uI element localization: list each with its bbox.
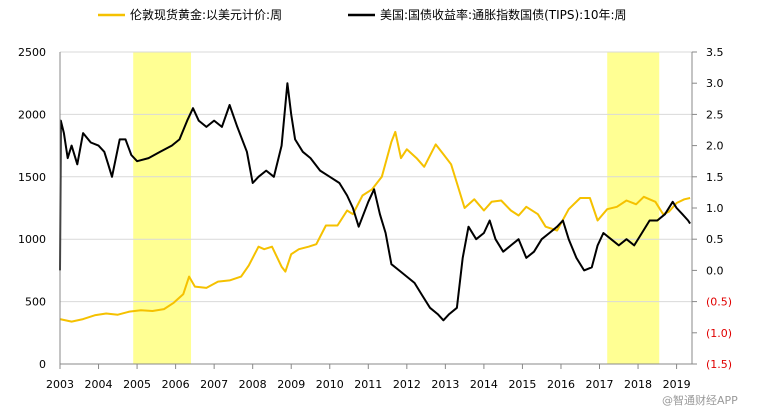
legend-label-tips: 美国:国债收益率:通胀指数国债(TIPS):10年:周: [380, 7, 627, 22]
y-left-tick-label: 0: [39, 358, 46, 371]
x-tick-label: 2015: [508, 378, 536, 391]
y-right-tick-label: 0.5: [706, 233, 724, 246]
y-right-tick-label: 2.0: [706, 140, 724, 153]
y-right-tick-label: 1.0: [706, 202, 724, 215]
x-tick-label: 2006: [162, 378, 190, 391]
series-layer: [59, 82, 691, 323]
legend: 伦敦现货黄金:以美元计价:周 美国:国债收益率:通胀指数国债(TIPS):10年…: [98, 7, 627, 22]
x-tick-label: 2017: [586, 378, 614, 391]
y-right-tick-label: 1.5: [706, 171, 724, 184]
shaded-period-0: [133, 52, 192, 364]
series-line-gold: [59, 130, 691, 323]
legend-label-gold: 伦敦现货黄金:以美元计价:周: [130, 7, 282, 22]
y-right-tick-label: (1.5): [706, 358, 732, 371]
x-tick-label: 2014: [470, 378, 498, 391]
x-tick-label: 2004: [85, 378, 113, 391]
series-line-tips: [59, 82, 691, 322]
y-right-tick-label: 3.5: [706, 46, 724, 59]
x-tick-label: 2009: [277, 378, 305, 391]
x-tick-label: 2010: [316, 378, 344, 391]
y-left-tick-label: 1000: [18, 233, 46, 246]
y-right-tick-label: 3.0: [706, 77, 724, 90]
x-tick-label: 2005: [123, 378, 151, 391]
x-tick-label: 2016: [547, 378, 575, 391]
y-right-tick-label: (1.0): [706, 327, 732, 340]
x-tick-label: 2018: [624, 378, 652, 391]
y-right-tick-label: (0.5): [706, 296, 732, 309]
shaded-periods: [133, 52, 660, 364]
gridlines: [60, 51, 692, 303]
y-left-tick-label: 500: [25, 296, 46, 309]
axes: 0 500 1000 1500 2000 2500 (1.5) (1.0) (0.5) 0.0 0.…: [18, 46, 732, 391]
x-tick-label: 2012: [393, 378, 421, 391]
y-right-tick-label: 2.5: [706, 108, 724, 121]
x-tick-label: 2011: [354, 378, 382, 391]
x-tick-label: 2013: [431, 378, 459, 391]
y-left-tick-label: 2500: [18, 46, 46, 59]
y-left-tick-label: 1500: [18, 171, 46, 184]
x-tick-label: 2007: [200, 378, 228, 391]
y-right-tick-label: 0.0: [706, 264, 724, 277]
x-tick-label: 2019: [663, 378, 691, 391]
y-left-tick-label: 2000: [18, 108, 46, 121]
x-tick-label: 2003: [46, 378, 74, 391]
watermark: @智通财经APP: [662, 393, 738, 407]
x-tick-label: 2008: [239, 378, 267, 391]
